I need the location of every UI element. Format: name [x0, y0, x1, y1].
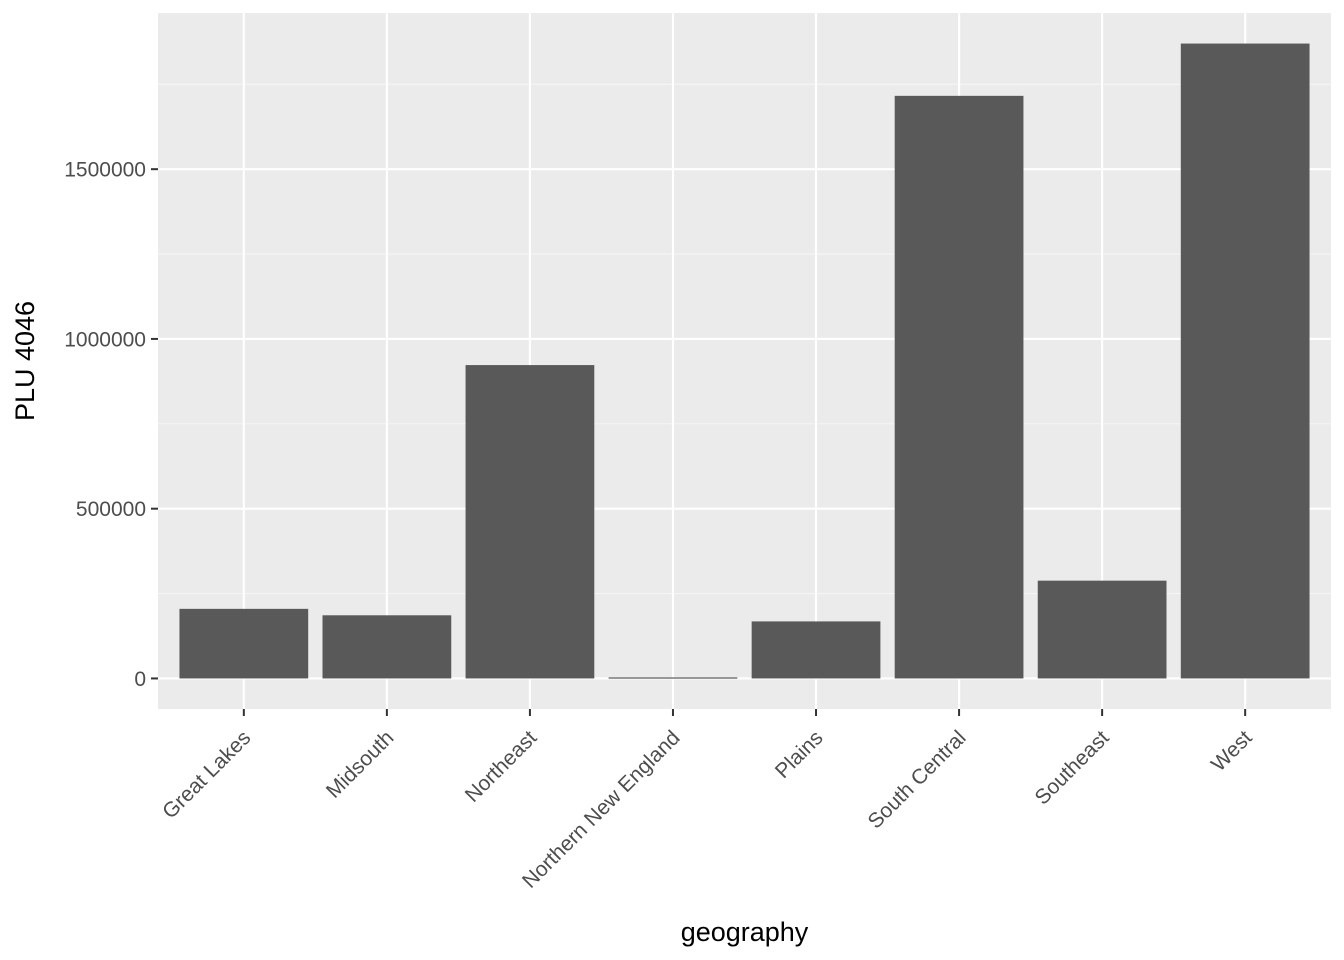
y-axis: 0 500000 1000000 1500000 — [64, 159, 158, 691]
x-tick-label: Plains — [771, 726, 828, 783]
y-tick-label: 500000 — [76, 498, 146, 521]
bar-northeast — [465, 365, 595, 679]
x-tick-label: South Central — [864, 726, 971, 833]
bar-southeast — [1037, 580, 1167, 679]
y-tick-label: 1000000 — [64, 328, 146, 351]
bars — [179, 43, 1310, 679]
x-tick-label: Northeast — [461, 726, 542, 807]
bar-midsouth — [322, 615, 452, 679]
y-axis-title: PLU 4046 — [10, 301, 40, 421]
x-tick-label: Midsouth — [322, 726, 399, 803]
bar-great-lakes — [179, 608, 309, 679]
bar-plains — [751, 621, 881, 679]
x-tick-label: Northern New England — [518, 726, 684, 892]
y-tick-label: 1500000 — [64, 159, 146, 182]
x-tick-label: Great Lakes — [158, 726, 255, 823]
bar-west — [1180, 43, 1310, 679]
bar-south-central — [894, 95, 1024, 679]
x-tick-label: West — [1207, 726, 1257, 776]
x-tick-label: Southeast — [1031, 726, 1114, 809]
y-tick-label: 0 — [134, 668, 146, 691]
x-axis-title: geography — [681, 917, 809, 947]
bar-northern-new-england — [608, 677, 738, 679]
